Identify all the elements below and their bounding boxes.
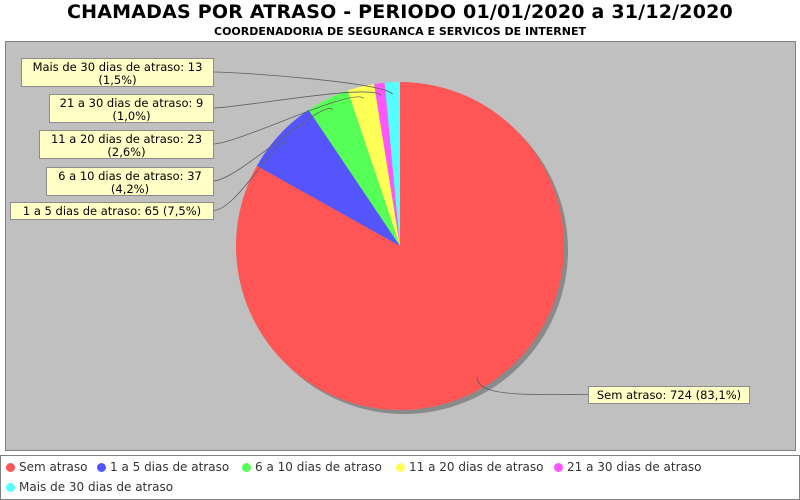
label-text: 21 a 30 dias de atraso: 9 <box>60 96 204 110</box>
legend-swatch <box>554 463 563 472</box>
label-text: 1 a 5 dias de atraso: 65 (7,5%) <box>23 204 201 218</box>
pie-slice-sem-atraso <box>235 82 564 411</box>
slice-label-21-a-30-dias-de-atraso: 21 a 30 dias de atraso: 9(1,0%) <box>49 94 214 123</box>
legend-swatch <box>97 463 106 472</box>
legend-item-6-a-10-dias-de-atraso: 6 a 10 dias de atraso <box>242 460 382 474</box>
label-text: (1,5%) <box>98 73 136 87</box>
label-box <box>588 386 750 404</box>
leader-line-mais-de-30-dias-de-atraso <box>212 71 394 95</box>
chart-subtitle: COORDENADORIA DE SEGURANCA E SERVICOS DE… <box>214 25 586 38</box>
slice-label-1-a-5-dias-de-atraso: 1 a 5 dias de atraso: 65 (7,5%) <box>10 202 214 220</box>
pie-slice-mais-de-30-dias-de-atraso <box>384 82 400 246</box>
pie-slice-1-a-5-dias-de-atraso <box>256 109 400 246</box>
legend-swatch <box>6 483 15 492</box>
legend-label: Sem atraso <box>19 460 88 474</box>
leader-line-sem-atraso <box>476 377 589 396</box>
leader-line-1-a-5-dias-de-atraso <box>212 141 289 211</box>
slice-label-11-a-20-dias-de-atraso: 11 a 20 dias de atraso: 23(2,6%) <box>39 130 214 159</box>
pie-slice-21-a-30-dias-de-atraso <box>374 82 400 247</box>
leader-line-6-a-10-dias-de-atraso <box>212 108 334 182</box>
pie-slice-11-a-20-dias-de-atraso <box>347 84 400 246</box>
legend: Sem atraso 1 a 5 dias de atraso 6 a 10 dia… <box>0 455 800 500</box>
label-text: 6 a 10 dias de atraso: 37 <box>58 169 202 183</box>
label-box <box>21 58 214 87</box>
leader-line-21-a-30-dias-de-atraso <box>212 91 382 109</box>
slice-label-mais-de-30-dias-de-atraso: Mais de 30 dias de atraso: 13(1,5%) <box>21 58 214 87</box>
legend-label: 21 a 30 dias de atraso <box>567 460 702 474</box>
legend-item-mais-de-30-dias-de-atraso: Mais de 30 dias de atraso <box>6 480 173 494</box>
legend-item-11-a-20-dias-de-atraso: 11 a 20 dias de atraso <box>396 460 543 474</box>
legend-item-1-a-5-dias-de-atraso: 1 a 5 dias de atraso <box>97 460 229 474</box>
label-box <box>10 202 214 220</box>
legend-swatch <box>396 463 405 472</box>
legend-label: Mais de 30 dias de atraso <box>19 480 174 494</box>
legend-swatch <box>242 463 251 472</box>
label-text: (2,6%) <box>107 145 145 159</box>
chart-title: CHAMADAS POR ATRASO - PERIODO 01/01/2020… <box>67 1 733 23</box>
slice-label-6-a-10-dias-de-atraso: 6 a 10 dias de atraso: 37(4,2%) <box>46 167 214 196</box>
legend-label: 1 a 5 dias de atraso <box>110 460 230 474</box>
label-text: 11 a 20 dias de atraso: 23 <box>51 132 202 146</box>
label-text: Mais de 30 dias de atraso: 13 <box>33 60 203 74</box>
legend-item-sem-atraso: Sem atraso <box>6 460 87 474</box>
pie-slice-6-a-10-dias-de-atraso <box>308 90 400 246</box>
label-box <box>46 167 214 196</box>
label-text: (1,0%) <box>112 109 150 123</box>
label-text: (4,2%) <box>111 182 149 196</box>
legend-label: 6 a 10 dias de atraso <box>255 460 382 474</box>
legend-label: 11 a 20 dias de atraso <box>409 460 544 474</box>
slice-label-sem-atraso: Sem atraso: 724 (83,1%) <box>588 386 750 404</box>
label-box <box>49 94 214 123</box>
leader-line-11-a-20-dias-de-atraso <box>212 96 364 145</box>
legend-item-21-a-30-dias-de-atraso: 21 a 30 dias de atraso <box>554 460 701 474</box>
label-text: Sem atraso: 724 (83,1%) <box>597 388 741 402</box>
label-box <box>39 130 214 159</box>
legend-swatch <box>6 463 15 472</box>
